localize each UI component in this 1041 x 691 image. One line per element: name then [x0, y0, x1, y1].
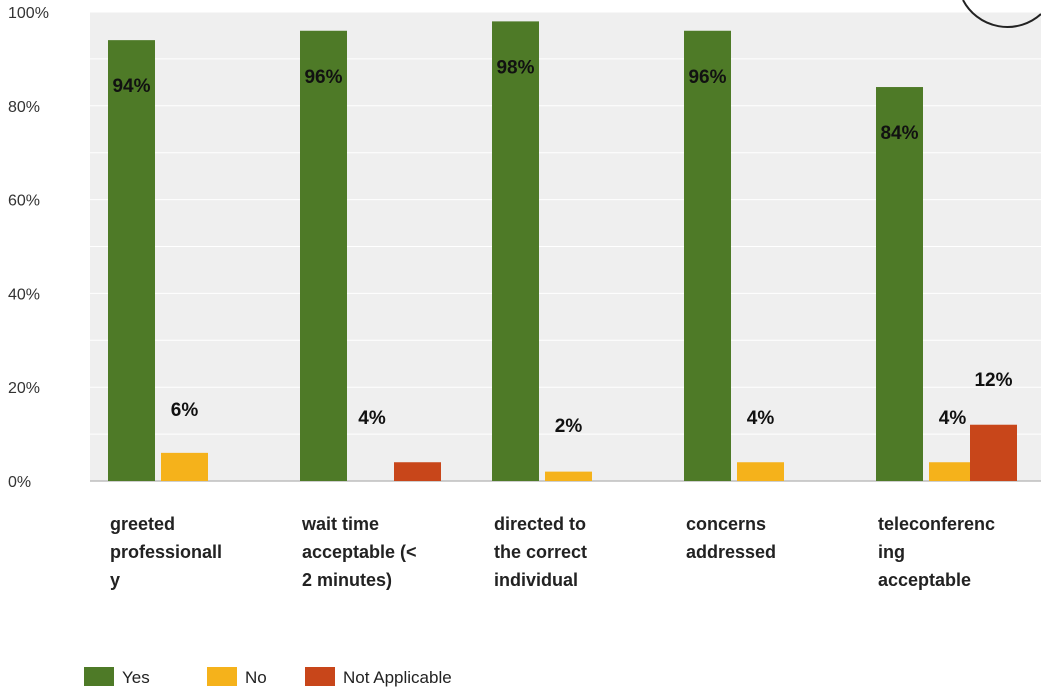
data-label: 84% — [880, 123, 918, 144]
data-label: 2% — [555, 416, 583, 437]
data-label: 94% — [112, 76, 150, 97]
x-axis-categories: greeted professionall y wait time acceptable… — [110, 514, 995, 590]
x-category-label: acceptable (< — [302, 542, 417, 562]
bar-no — [929, 462, 976, 481]
data-label: 12% — [974, 370, 1012, 391]
x-category-label: concerns — [686, 514, 766, 534]
legend-label: Yes — [122, 668, 150, 687]
data-label: 6% — [171, 400, 199, 421]
x-category-label: acceptable — [878, 570, 971, 590]
grid-lines — [90, 11, 1041, 482]
x-category-label: teleconferenc — [878, 514, 995, 534]
bar-yes — [876, 87, 923, 481]
x-category-label: individual — [494, 570, 578, 590]
y-tick-label: 40% — [8, 286, 40, 303]
bar-no — [161, 452, 208, 481]
bar-not-applicable — [970, 424, 1017, 481]
x-category-label: addressed — [686, 542, 776, 562]
x-category-label: the correct — [494, 542, 587, 562]
data-label: 4% — [939, 408, 967, 429]
bar-no — [737, 462, 784, 481]
x-category-label: 2 minutes) — [302, 570, 392, 590]
bar-yes — [492, 21, 539, 481]
bar-yes — [108, 40, 155, 481]
y-tick-label: 20% — [8, 380, 40, 397]
data-label: 4% — [358, 408, 386, 429]
bars — [108, 21, 1017, 481]
legend-label: No — [245, 668, 267, 687]
legend-swatch — [207, 667, 237, 686]
corner-circle-decoration — [962, 0, 1041, 28]
bar-not-applicable — [394, 462, 441, 481]
x-category-label: greeted — [110, 514, 175, 534]
x-category-label: directed to — [494, 514, 586, 534]
x-category-label: ing — [878, 542, 905, 562]
y-tick-label: 0% — [8, 474, 31, 491]
x-category-label: professionall — [110, 542, 222, 562]
bar-yes — [300, 30, 347, 481]
y-axis-ticks: 0% 20% 40% 60% 80% 100% — [8, 5, 49, 491]
legend: Yes No Not Applicable — [84, 667, 452, 687]
y-tick-label: 100% — [8, 5, 49, 22]
x-category-label: wait time — [301, 514, 379, 534]
x-category-label: y — [110, 570, 120, 590]
data-label: 96% — [688, 67, 726, 88]
bar-yes — [684, 30, 731, 481]
data-label: 98% — [496, 57, 534, 78]
data-label: 96% — [304, 67, 342, 88]
bar-no — [545, 471, 592, 481]
data-labels: 94% 6% 96% 4% 98% 2% 96% 4% 84% 4% 12% — [112, 57, 1012, 437]
legend-swatch — [84, 667, 114, 686]
legend-swatch — [305, 667, 335, 686]
y-tick-label: 60% — [8, 193, 40, 210]
data-label: 4% — [747, 408, 775, 429]
legend-label: Not Applicable — [343, 668, 452, 687]
y-tick-label: 80% — [8, 99, 40, 116]
